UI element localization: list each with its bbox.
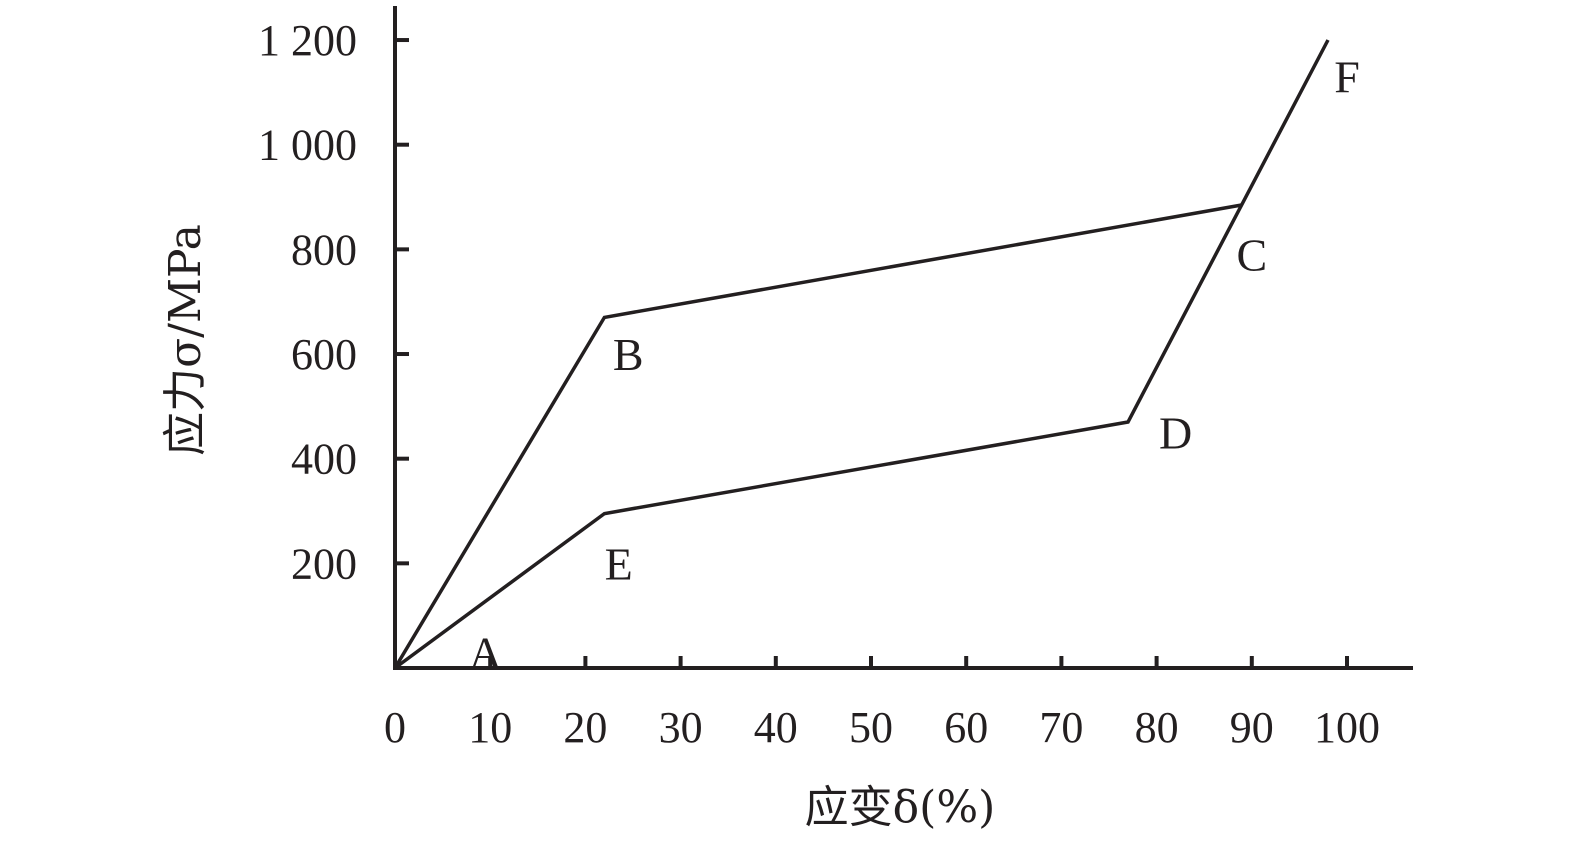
x-tick-label: 90 bbox=[1230, 703, 1274, 752]
point-label-e: E bbox=[605, 538, 633, 589]
x-tick-label: 20 bbox=[563, 703, 607, 752]
x-ticks-group: 0 10 20 30 40 50 60 70 80 90 100 bbox=[384, 656, 1380, 752]
x-tick-label: 30 bbox=[659, 703, 703, 752]
y-tick-label: 400 bbox=[291, 435, 357, 484]
y-tick-label: 1 200 bbox=[258, 16, 357, 65]
x-tick-label: 80 bbox=[1135, 703, 1179, 752]
point-label-d: D bbox=[1159, 408, 1192, 459]
x-tick-label: 0 bbox=[384, 703, 406, 752]
curve-series-2 bbox=[393, 39, 1330, 670]
point-label-f: F bbox=[1334, 52, 1360, 103]
axes-group bbox=[393, 6, 1413, 670]
curves-group bbox=[393, 39, 1330, 670]
y-tick-label: 1 000 bbox=[258, 121, 357, 170]
point-label-a: A bbox=[469, 627, 502, 678]
curve-series-1 bbox=[393, 203, 1243, 669]
x-tick-label: 50 bbox=[849, 703, 893, 752]
y-axis-title: 应力σ/MPa bbox=[160, 224, 211, 456]
y-tick-label: 800 bbox=[291, 225, 357, 274]
point-label-c: C bbox=[1236, 230, 1267, 281]
point-label-b: B bbox=[613, 329, 644, 380]
x-axis-title: 应变δ(%) bbox=[805, 782, 996, 833]
x-tick-label: 10 bbox=[468, 703, 512, 752]
y-tick-label: 600 bbox=[291, 330, 357, 379]
y-ticks-group: 200 400 600 800 1 000 1 200 bbox=[258, 16, 409, 588]
x-tick-label: 70 bbox=[1039, 703, 1083, 752]
x-tick-label: 100 bbox=[1314, 703, 1380, 752]
y-tick-label: 200 bbox=[291, 539, 357, 588]
x-tick-label: 40 bbox=[754, 703, 798, 752]
x-tick-label: 60 bbox=[944, 703, 988, 752]
point-labels-group: A B C D E F bbox=[469, 52, 1360, 679]
